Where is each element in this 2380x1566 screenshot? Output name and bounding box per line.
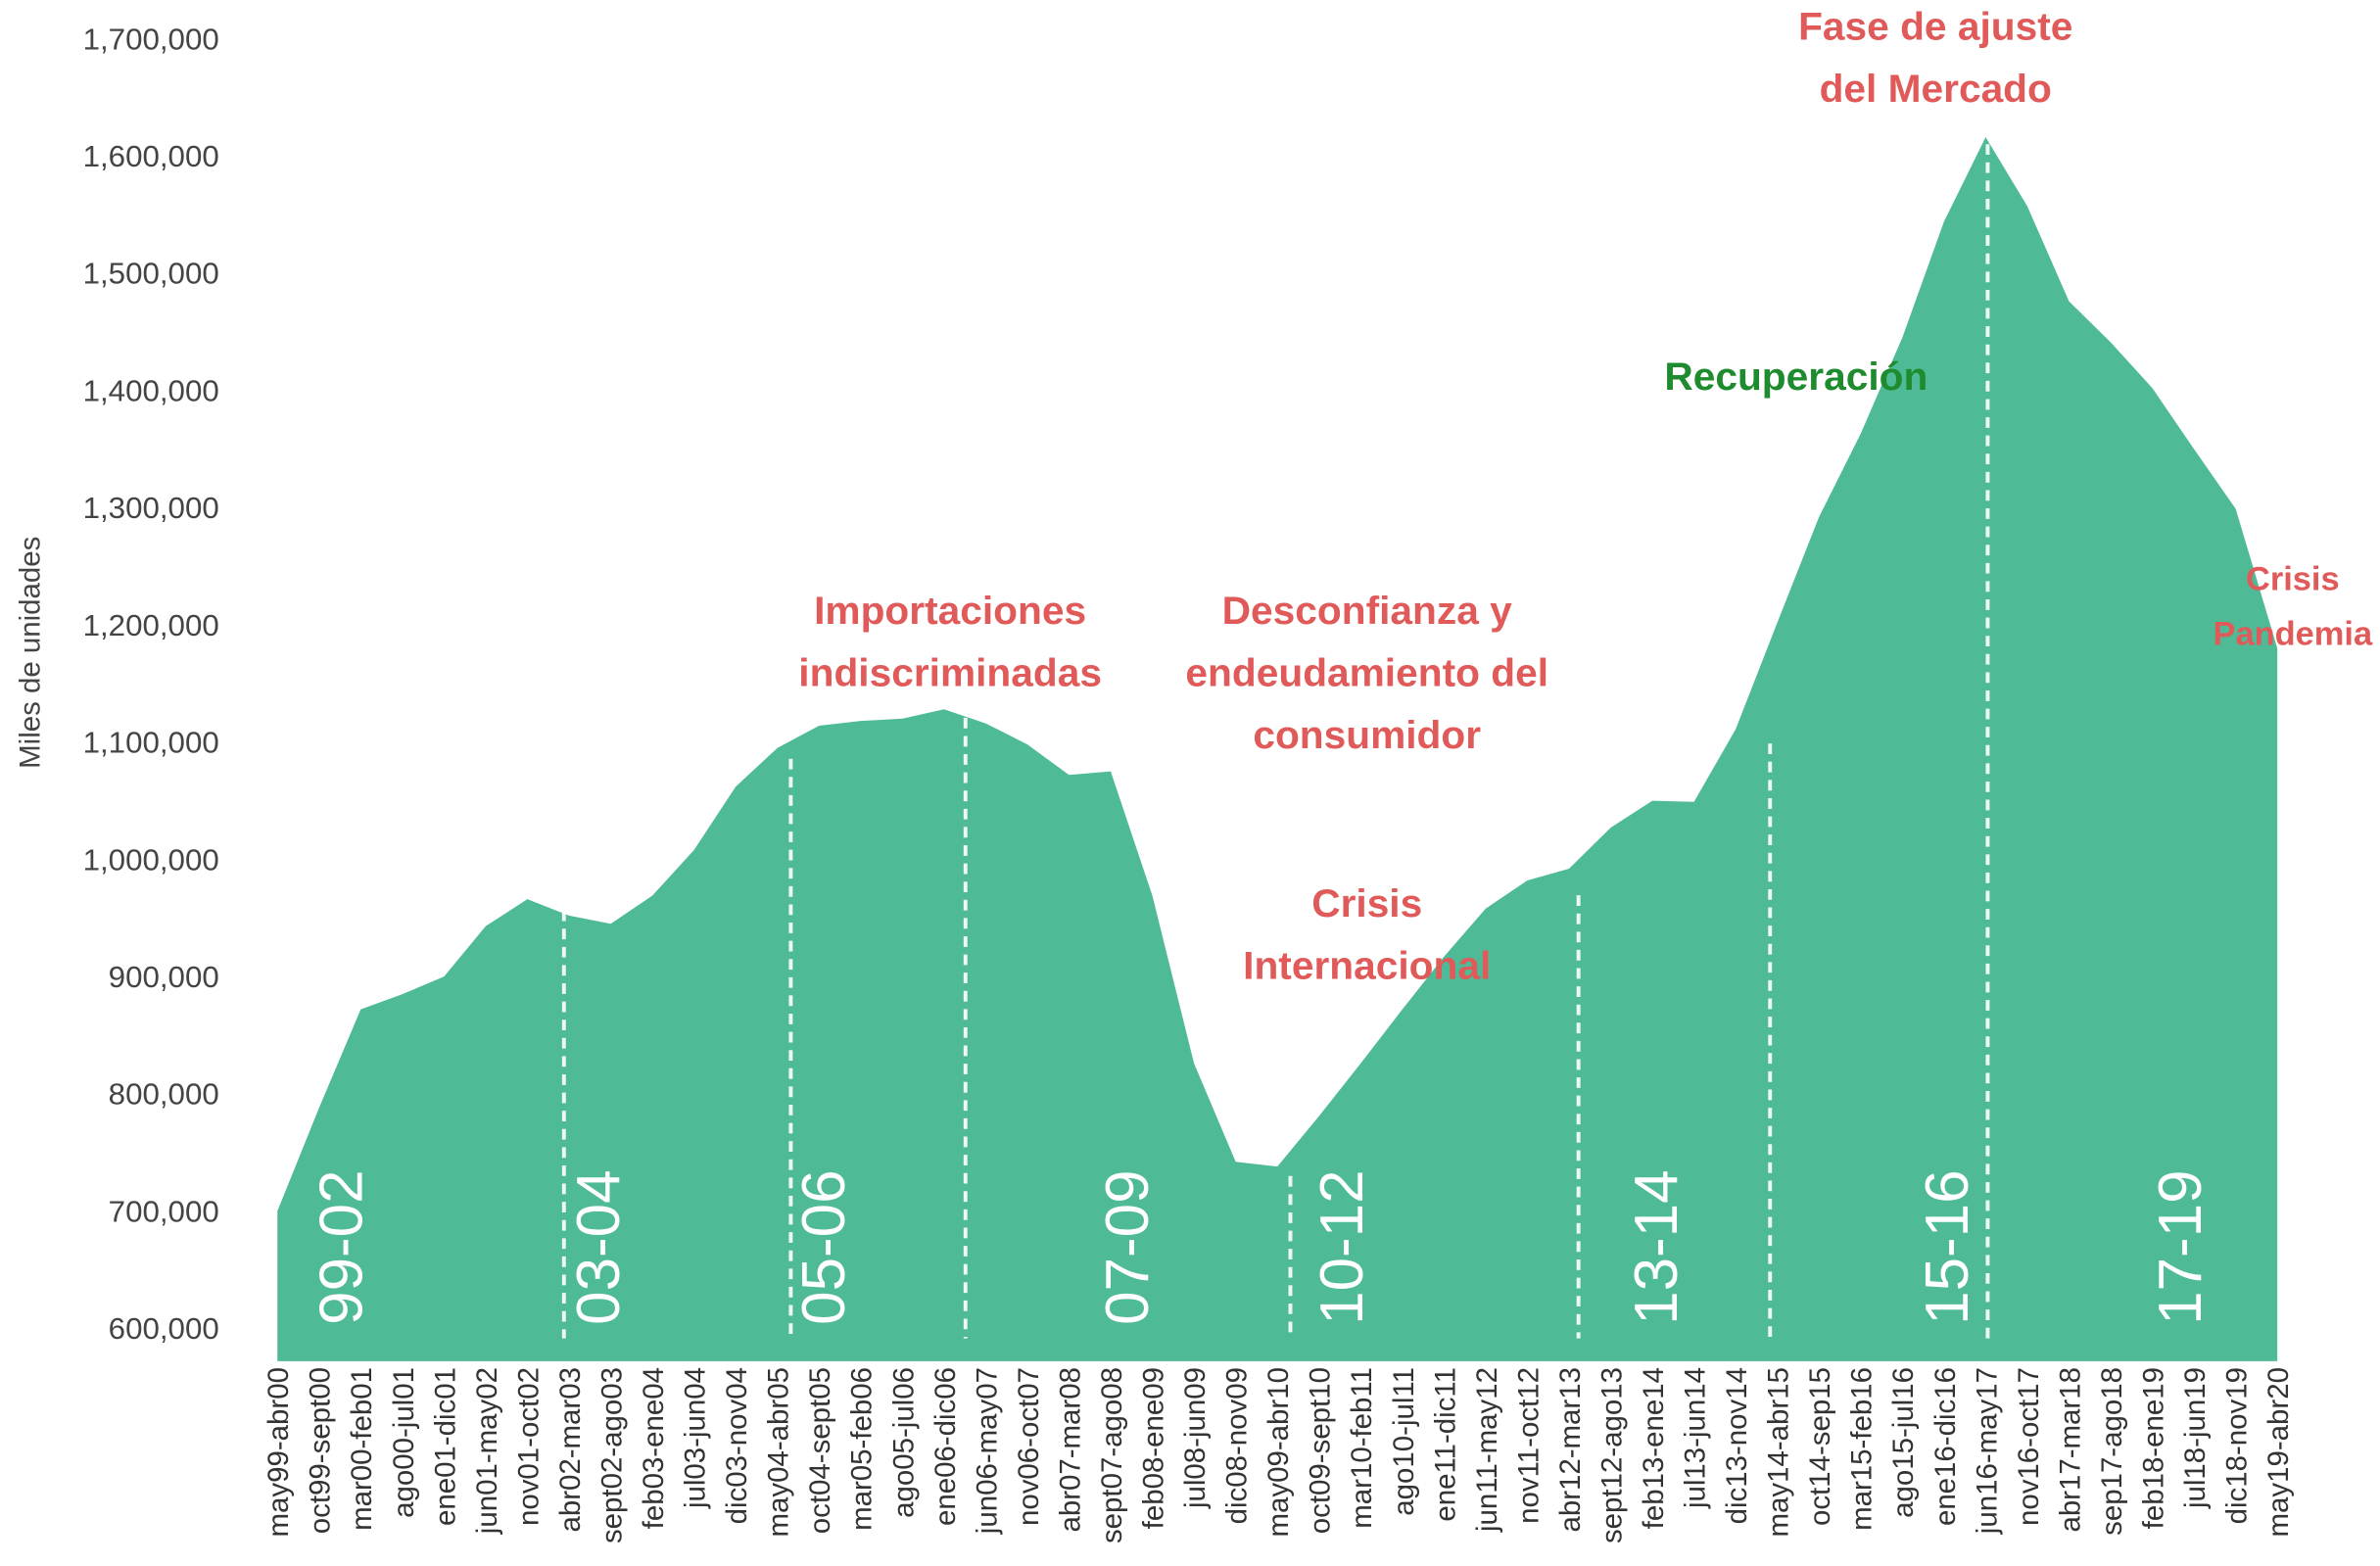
x-tick-label: abr17-mar18 xyxy=(2054,1367,2086,1533)
x-tick-label: sept12-ago13 xyxy=(1595,1367,1628,1543)
period-label: 17-19 xyxy=(2147,1169,2214,1324)
annotation: Importaciones xyxy=(814,588,1086,633)
annotation: Internacional xyxy=(1243,943,1491,988)
x-tick-label: abr12-mar13 xyxy=(1554,1367,1587,1533)
x-tick-label: dic18-nov19 xyxy=(2220,1367,2253,1524)
x-tick-label: mar00-feb01 xyxy=(346,1367,378,1531)
x-tick-label: nov06-oct07 xyxy=(1013,1367,1045,1526)
annotation: del Mercado xyxy=(1820,66,2052,111)
x-tick-label: jun16-may17 xyxy=(1971,1367,2003,1535)
y-tick-label: 1,600,000 xyxy=(83,139,219,173)
x-tick-label: ene11-dic11 xyxy=(1429,1367,1461,1522)
period-label: 03-04 xyxy=(565,1169,633,1324)
y-tick-label: 1,000,000 xyxy=(83,842,219,877)
x-tick-label: abr07-mar08 xyxy=(1054,1367,1086,1533)
y-tick-label: 900,000 xyxy=(109,960,219,994)
x-tick-label: abr02-mar03 xyxy=(554,1367,587,1533)
x-tick-label: may99-abr00 xyxy=(262,1367,295,1537)
x-tick-label: ago05-jul06 xyxy=(887,1367,920,1518)
x-tick-label: mar05-feb06 xyxy=(846,1367,879,1531)
y-tick-label: 1,500,000 xyxy=(83,257,219,291)
annotation: Desconfianza y xyxy=(1222,588,1513,633)
annotation: Crisis xyxy=(1311,880,1422,925)
period-label: 05-06 xyxy=(790,1169,858,1324)
x-tick-label: feb13-ene14 xyxy=(1638,1367,1670,1529)
x-tick-label: sep17-ago18 xyxy=(2096,1367,2128,1536)
area xyxy=(277,136,2278,1361)
x-tick-label: sept07-ago08 xyxy=(1096,1367,1128,1543)
x-tick-label: may19-abr20 xyxy=(2262,1367,2295,1537)
y-tick-label: 600,000 xyxy=(109,1311,219,1346)
x-tick-label: jun11-may12 xyxy=(1471,1367,1503,1533)
x-tick-label: ene06-dic06 xyxy=(929,1367,962,1526)
x-tick-label: jul03-jun04 xyxy=(679,1367,711,1509)
annotation: Crisis xyxy=(2246,561,2340,598)
period-label: 13-14 xyxy=(1623,1169,1690,1324)
period-label: 15-16 xyxy=(1914,1169,1981,1324)
x-tick-label: ago10-jul11 xyxy=(1388,1367,1420,1516)
x-tick-label: mar10-feb11 xyxy=(1346,1367,1378,1529)
x-tick-label: ene01-dic01 xyxy=(429,1367,461,1526)
x-tick-label: nov01-oct02 xyxy=(512,1367,545,1526)
x-tick-label: jul18-jun19 xyxy=(2179,1367,2212,1509)
x-tick-label: may09-abr10 xyxy=(1262,1367,1295,1537)
x-tick-label: dic13-nov14 xyxy=(1721,1367,1753,1524)
x-tick-label: feb03-ene04 xyxy=(638,1367,670,1529)
period-label: 10-12 xyxy=(1309,1169,1376,1324)
x-tick-label: nov16-oct17 xyxy=(2013,1367,2045,1526)
x-tick-label: may04-abr05 xyxy=(763,1367,795,1537)
y-tick-label: 1,200,000 xyxy=(83,608,219,642)
annotation: indiscriminadas xyxy=(798,650,1102,695)
x-tick-label: ago15-jul16 xyxy=(1887,1367,1920,1518)
y-tick-label: 1,400,000 xyxy=(83,374,219,408)
x-tick-label: nov11-oct12 xyxy=(1512,1367,1545,1524)
x-tick-label: jun01-may02 xyxy=(471,1367,503,1535)
annotation: Recuperación xyxy=(1664,354,1928,399)
y-tick-label: 1,100,000 xyxy=(83,726,219,760)
y-axis-label: Miles de unidades xyxy=(15,537,47,769)
y-tick-label: 1,700,000 xyxy=(83,22,219,56)
y-tick-label: 800,000 xyxy=(109,1077,219,1112)
annotation: endeudamiento del xyxy=(1185,650,1548,695)
x-tick-label: dic03-nov04 xyxy=(721,1367,753,1524)
x-tick-label: mar15-feb16 xyxy=(1846,1367,1879,1531)
x-tick-label: oct09-sept10 xyxy=(1305,1367,1337,1534)
y-tick-label: 700,000 xyxy=(109,1195,219,1229)
x-tick-label: dic08-nov09 xyxy=(1220,1367,1253,1524)
annotation: Fase de ajuste xyxy=(1798,3,2072,48)
annotation: Pandemia xyxy=(2213,616,2374,653)
x-tick-label: oct99-sept00 xyxy=(305,1367,337,1534)
x-tick-label: oct04-sept05 xyxy=(804,1367,836,1534)
x-tick-label: oct14-sep15 xyxy=(1804,1367,1836,1526)
x-tick-label: feb18-ene19 xyxy=(2137,1367,2169,1529)
x-tick-label: jul13-jun14 xyxy=(1679,1367,1711,1509)
x-tick-label: ago00-jul01 xyxy=(388,1367,420,1518)
x-tick-label: feb08-ene09 xyxy=(1137,1367,1169,1529)
x-tick-label: jul08-jun09 xyxy=(1179,1367,1212,1509)
y-tick-label: 1,300,000 xyxy=(83,491,219,525)
x-tick-label: ene16-dic16 xyxy=(1929,1367,1962,1526)
annotation: consumidor xyxy=(1253,712,1481,757)
period-label: 07-09 xyxy=(1094,1169,1162,1324)
x-tick-label: sept02-ago03 xyxy=(595,1367,628,1543)
x-tick-label: jun06-may07 xyxy=(971,1367,1003,1535)
period-label: 99-02 xyxy=(308,1169,375,1324)
x-tick-label: may14-abr15 xyxy=(1763,1367,1795,1537)
